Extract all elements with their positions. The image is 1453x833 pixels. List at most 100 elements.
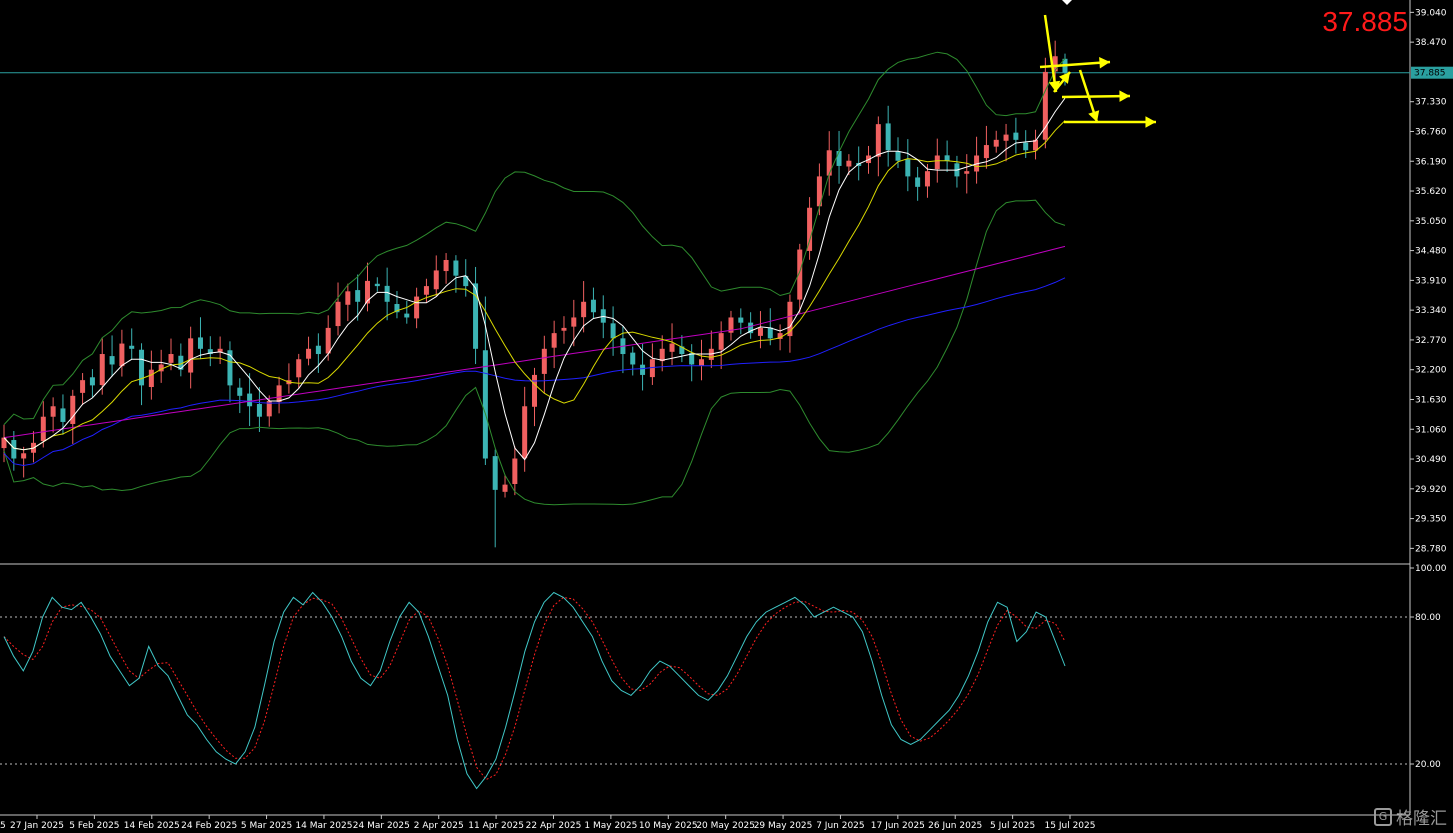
- candle-body: [237, 387, 243, 396]
- x-tick-label: 11 Apr 2025: [468, 821, 524, 831]
- price-tick-label: 33.340: [1415, 306, 1447, 316]
- candle-body: [266, 401, 272, 417]
- price-tick-label: 28.780: [1415, 544, 1447, 554]
- candle-body: [443, 259, 449, 272]
- arrow-right-top: [1039, 60, 1111, 69]
- candle-body: [384, 285, 390, 302]
- price-tick-label: 39.040: [1415, 8, 1447, 18]
- x-tick-label: 20 May 2025: [696, 821, 755, 831]
- candle-body: [1003, 134, 1009, 141]
- candle-body: [787, 301, 793, 337]
- candle-body: [355, 290, 361, 302]
- price-tick-label: 36.190: [1415, 157, 1447, 167]
- x-tick-label: 24 Mar 2025: [353, 821, 410, 831]
- price-tick-label: 37.330: [1415, 98, 1447, 108]
- price-tick-label: 29.350: [1415, 515, 1447, 525]
- x-tick-label: 5 Feb 2025: [69, 821, 119, 831]
- candle-body: [934, 155, 940, 170]
- candle-body: [532, 374, 537, 407]
- candle-body: [60, 408, 66, 422]
- candle-body: [875, 124, 881, 157]
- candle-body: [1033, 139, 1039, 151]
- candle-body: [168, 354, 174, 363]
- osc-tick-label: 80.00: [1415, 613, 1441, 623]
- price-tick-label: 38.470: [1415, 38, 1447, 48]
- candle-body: [797, 249, 803, 300]
- candle-body: [345, 291, 351, 305]
- candle-body: [581, 301, 587, 318]
- candle-body: [158, 364, 164, 372]
- candle-body: [757, 327, 763, 336]
- arrow-right-bottom-head: [1145, 116, 1156, 128]
- candle-body: [1052, 56, 1058, 72]
- candle-body: [826, 150, 832, 176]
- arrow-down-2-head: [1088, 110, 1100, 122]
- candle-body: [659, 348, 665, 362]
- candle-body: [541, 348, 547, 374]
- candle-body: [738, 317, 744, 323]
- x-axis: 5 27 Jan 2025 5 Feb 2025 14 Feb 2025 24 Feb …: [0, 815, 1095, 831]
- x-tick-label: 26 Jun 2025: [928, 821, 982, 831]
- candle-body: [649, 359, 655, 378]
- candle-body: [276, 385, 282, 402]
- price-tick-label: 32.770: [1415, 336, 1447, 346]
- candle-body: [807, 207, 813, 251]
- price-tick-label: 30.490: [1415, 455, 1447, 465]
- candle-body: [473, 283, 479, 349]
- x-tick-label: 1 May 2025: [584, 821, 637, 831]
- candle-body: [993, 139, 999, 147]
- x-edge-label: 5: [0, 821, 6, 831]
- price-tick-label: 34.480: [1415, 247, 1447, 257]
- candle-body: [414, 296, 420, 319]
- x-tick-label: 14 Feb 2025: [124, 821, 180, 831]
- candle-body: [905, 159, 911, 177]
- price-panel: 39.040 38.470 37.330 36.760 36.190 35.620 35.0…: [0, 0, 1453, 815]
- x-tick-label: 7 Jun 2025: [816, 821, 864, 831]
- candle-body: [109, 356, 115, 365]
- top-marker-icon: [1062, 0, 1072, 5]
- price-tick-label: 31.060: [1415, 425, 1447, 435]
- candle-body: [512, 458, 518, 485]
- arrow-right-top-head: [1099, 57, 1110, 69]
- candle-body: [728, 317, 734, 333]
- candle-body: [463, 275, 469, 287]
- candle-body: [119, 343, 125, 367]
- candle-body: [915, 177, 921, 187]
- candle-body: [502, 484, 508, 492]
- candle-body: [217, 348, 223, 352]
- candle-body: [188, 338, 194, 373]
- candle-body: [482, 350, 488, 459]
- candle-body: [610, 323, 616, 339]
- bollinger-upper: [3, 51, 1066, 425]
- candle-body: [836, 151, 842, 166]
- stoch-signal-line: [3, 596, 1066, 781]
- candle-body: [767, 327, 773, 339]
- candle-body: [306, 348, 312, 359]
- osc-tick-label: 100.00: [1415, 564, 1447, 574]
- annotation-arrows: [1039, 0, 1156, 128]
- arrow-down-1-head: [1048, 80, 1061, 92]
- x-tick-label: 5 Mar 2025: [241, 821, 292, 831]
- candle-body: [689, 353, 695, 365]
- candle-body: [1023, 142, 1029, 151]
- ma-slow-line: [3, 277, 1066, 467]
- candle-body: [1, 437, 7, 449]
- candle-body: [364, 280, 370, 304]
- candle-body: [404, 313, 410, 318]
- x-tick-label: 27 Jan 2025: [10, 821, 64, 831]
- price-tick-label: 35.620: [1415, 187, 1447, 197]
- watermark-text: 格隆汇: [1396, 809, 1447, 829]
- candle-body: [551, 333, 557, 348]
- candle-body: [335, 301, 341, 327]
- candle-body: [40, 416, 46, 442]
- candle-body: [492, 456, 498, 490]
- candle-body: [924, 171, 930, 187]
- watermark-logo-icon: G: [1374, 807, 1392, 826]
- x-tick-label: 14 Mar 2025: [295, 821, 352, 831]
- arrow-right-mid: [1061, 94, 1131, 99]
- x-tick-label: 2 Apr 2025: [414, 821, 464, 831]
- price-tick-label: 36.760: [1415, 127, 1447, 137]
- oscillator-panel: 100.00 80.00 20.00: [0, 564, 1447, 816]
- candle-body: [1013, 132, 1019, 140]
